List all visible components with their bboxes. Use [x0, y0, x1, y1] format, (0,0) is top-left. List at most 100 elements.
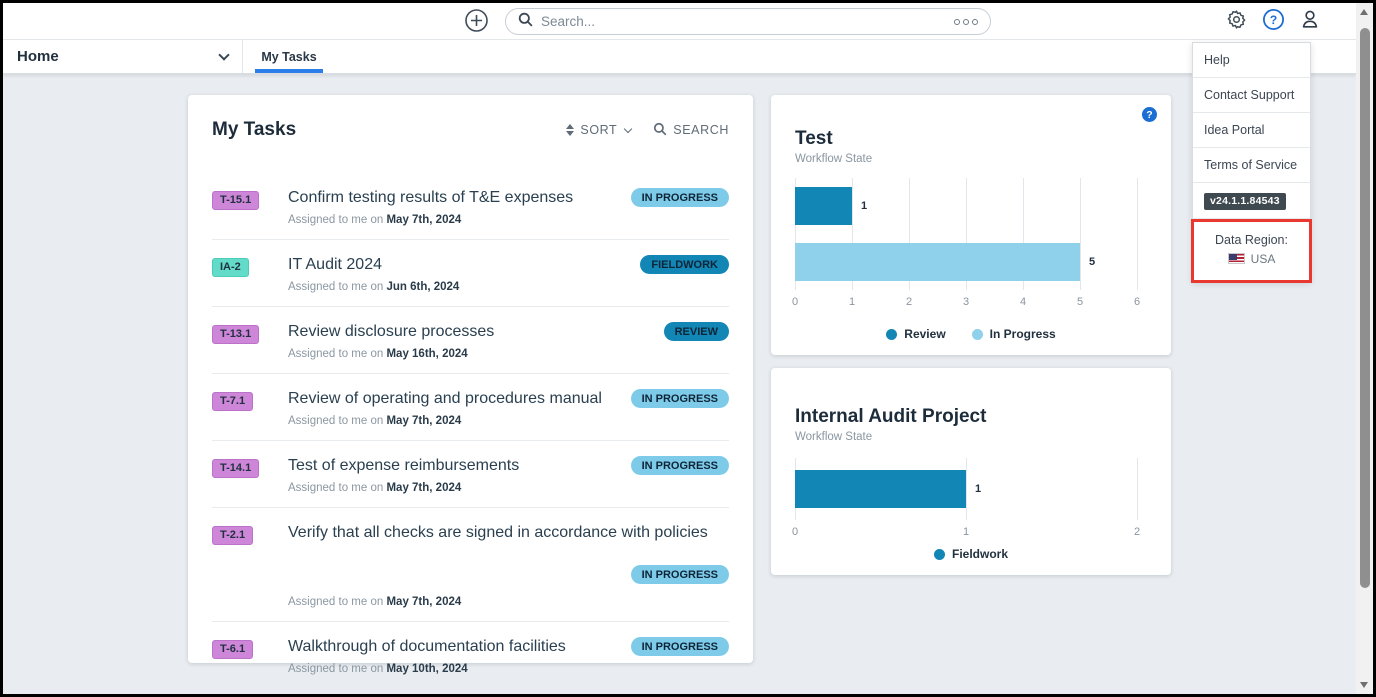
- sort-icon: [566, 124, 575, 136]
- tab-my-tasks[interactable]: My Tasks: [253, 40, 325, 73]
- task-list: T-15.1 Confirm testing results of T&E ex…: [212, 173, 729, 688]
- menu-item-idea-portal[interactable]: Idea Portal: [1193, 113, 1310, 148]
- menu-item-terms-of-service[interactable]: Terms of Service: [1193, 148, 1310, 183]
- status-badge: IN PROGRESS: [630, 637, 729, 656]
- chevron-down-icon: [218, 48, 230, 61]
- legend-dot-icon: [971, 328, 983, 340]
- scroll-down-arrow-icon[interactable]: [1360, 682, 1368, 688]
- status-badge: IN PROGRESS: [630, 565, 729, 584]
- task-row[interactable]: T-13.1 Review disclosure processes REVIE…: [212, 306, 729, 373]
- chart-title: Internal Audit Project: [795, 406, 987, 427]
- legend-item: Review: [886, 327, 946, 341]
- task-id-badge: T-14.1: [212, 458, 260, 478]
- my-tasks-panel: My Tasks SORT SEARCH T-15.1: [188, 95, 753, 675]
- gridline: [1137, 178, 1138, 290]
- task-assigned: Assigned to me on May 10th, 2024: [288, 663, 468, 675]
- usa-flag-icon: [1227, 253, 1245, 264]
- status-badge: FIELDWORK: [640, 255, 729, 274]
- bar-value-label: 1: [975, 483, 982, 495]
- bar-in-progress: [795, 243, 1080, 281]
- search-tasks-button[interactable]: SEARCH: [653, 122, 729, 139]
- x-tick-label: 1: [848, 296, 856, 308]
- status-badge: IN PROGRESS: [630, 389, 729, 408]
- home-dropdown-label: Home: [17, 48, 59, 65]
- status-badge: IN PROGRESS: [630, 456, 729, 475]
- add-icon[interactable]: [464, 8, 489, 33]
- task-assigned: Assigned to me on May 7th, 2024: [288, 596, 462, 608]
- task-row[interactable]: T-6.1 Walkthrough of documentation facil…: [212, 621, 729, 688]
- x-tick-label: 4: [1019, 296, 1027, 308]
- scrollbar-thumb[interactable]: [1359, 28, 1370, 588]
- search-options-icon[interactable]: [954, 18, 978, 25]
- task-assigned: Assigned to me on May 7th, 2024: [288, 214, 462, 226]
- help-dropdown-menu: Help Contact Support Idea Portal Terms o…: [1191, 42, 1312, 283]
- x-tick-label: 5: [1076, 296, 1084, 308]
- task-assigned: Assigned to me on May 7th, 2024: [288, 482, 462, 494]
- task-row[interactable]: T-7.1 Review of operating and procedures…: [212, 373, 729, 440]
- gridline: [852, 178, 853, 290]
- settings-gear-icon[interactable]: [1224, 7, 1248, 31]
- legend-dot-icon: [886, 328, 898, 340]
- scroll-up-arrow-icon[interactable]: [1360, 9, 1368, 15]
- legend-dot-icon: [933, 548, 945, 560]
- task-row[interactable]: IA-2 IT Audit 2024 FIELDWORK Assigned to…: [212, 239, 729, 306]
- task-row[interactable]: T-14.1 Test of expense reimbursements IN…: [212, 440, 729, 507]
- x-tick-label: 0: [791, 296, 799, 308]
- x-tick-label: 0: [791, 526, 799, 538]
- status-badge: IN PROGRESS: [630, 188, 729, 207]
- bar-review: [795, 187, 852, 225]
- x-tick-label: 2: [905, 296, 913, 308]
- active-tab-underline: [255, 69, 323, 73]
- status-badge: REVIEW: [663, 322, 729, 341]
- task-row[interactable]: T-2.1 Verify that all checks are signed …: [212, 507, 729, 621]
- data-region-highlight: Data Region: USA: [1191, 218, 1312, 283]
- data-region-value: USA: [1250, 251, 1276, 266]
- x-axis-ticks: 0 1 2 3 4 5 6: [791, 296, 1141, 310]
- global-search: [505, 8, 991, 35]
- user-profile-icon[interactable]: [1298, 7, 1322, 31]
- gridline: [795, 178, 796, 290]
- menu-item-help[interactable]: Help: [1193, 43, 1310, 78]
- sort-button[interactable]: SORT: [566, 123, 633, 137]
- data-region-label: Data Region:: [1215, 232, 1288, 247]
- help-icon[interactable]: ?: [1261, 7, 1285, 31]
- x-tick-label: 3: [962, 296, 970, 308]
- bar-chart-plot: 1: [795, 458, 1138, 520]
- version-row: v24.1.1.84543: [1193, 183, 1310, 219]
- chart-help-icon[interactable]: ?: [1142, 107, 1157, 122]
- menu-item-contact-support[interactable]: Contact Support: [1193, 78, 1310, 113]
- vertical-scrollbar: [1356, 3, 1373, 694]
- task-title: Review disclosure processes: [288, 323, 495, 340]
- chart-legend: Review In Progress: [771, 327, 1171, 341]
- nav-bar: Home My Tasks: [3, 40, 1356, 74]
- task-assigned: Assigned to me on Jun 6th, 2024: [288, 281, 460, 293]
- task-title: Walkthrough of documentation facilities: [288, 638, 566, 655]
- search-icon: [653, 122, 667, 139]
- task-id-badge: T-13.1: [212, 324, 260, 344]
- panel-title: My Tasks: [212, 119, 297, 140]
- version-badge: v24.1.1.84543: [1204, 192, 1286, 210]
- chart-subtitle: Workflow State: [795, 431, 873, 443]
- search-input[interactable]: [541, 14, 946, 29]
- chart-legend: Fieldwork: [771, 547, 1171, 561]
- legend-item: In Progress: [971, 327, 1056, 341]
- task-title: Confirm testing results of T&E expenses: [288, 189, 574, 206]
- chart-subtitle: Workflow State: [795, 153, 873, 165]
- task-assigned: Assigned to me on May 7th, 2024: [288, 415, 462, 427]
- x-tick-label: 6: [1133, 296, 1141, 308]
- svg-text:?: ?: [1269, 13, 1276, 27]
- task-id-badge: T-15.1: [212, 190, 260, 210]
- bar-fieldwork: [795, 470, 966, 508]
- task-row[interactable]: T-15.1 Confirm testing results of T&E ex…: [212, 173, 729, 239]
- task-id-badge: IA-2: [212, 257, 249, 277]
- task-title: IT Audit 2024: [288, 256, 382, 273]
- bar-value-label: 5: [1089, 256, 1096, 268]
- legend-item: Fieldwork: [933, 547, 1008, 561]
- bar-value-label: 1: [861, 200, 868, 212]
- x-tick-label: 1: [962, 526, 970, 538]
- home-dropdown[interactable]: Home: [3, 40, 243, 73]
- task-assigned: Assigned to me on May 16th, 2024: [288, 348, 468, 360]
- task-id-badge: T-6.1: [212, 639, 254, 659]
